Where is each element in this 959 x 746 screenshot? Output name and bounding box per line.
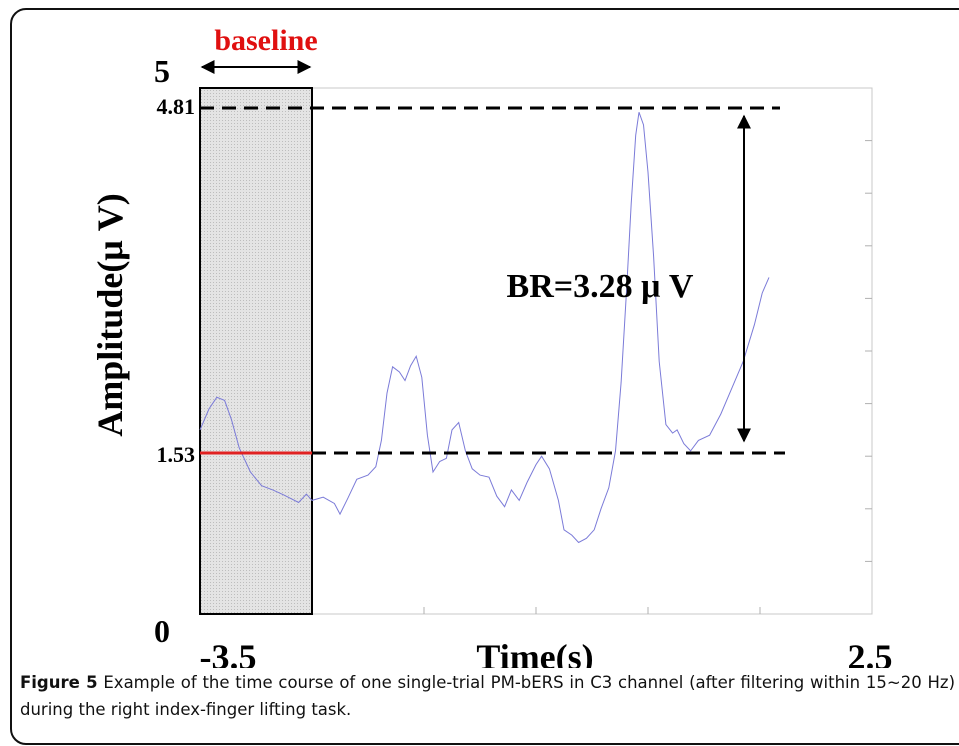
y-tick-label-5: 5	[154, 53, 170, 89]
baseline-window	[199, 87, 313, 615]
figure-chart: baseline BR=3.28 μ V 5 4.81 1.53 0 -3.5 …	[90, 24, 893, 668]
y-tick-label-4.81: 4.81	[157, 94, 196, 119]
y-axis-label: Amplitude(μ V)	[90, 193, 130, 436]
br-annotation: BR=3.28 μ V	[507, 268, 694, 305]
figure-caption: Figure 5 Example of the time course of o…	[20, 669, 955, 723]
y-tick-label-0: 0	[154, 613, 170, 649]
axis-ticks	[311, 140, 872, 614]
caption-text: Example of the time course of one single…	[20, 673, 956, 719]
series-line	[199, 112, 770, 544]
baseline-label: baseline	[214, 24, 317, 57]
figure-frame	[10, 8, 959, 745]
x-axis-label: Time(s)	[476, 637, 593, 668]
x-tick-label-right: 2.5	[848, 637, 893, 668]
caption-label: Figure 5	[20, 673, 98, 692]
x-tick-label-left: -3.5	[200, 637, 257, 668]
y-tick-label-1.53: 1.53	[157, 442, 196, 467]
